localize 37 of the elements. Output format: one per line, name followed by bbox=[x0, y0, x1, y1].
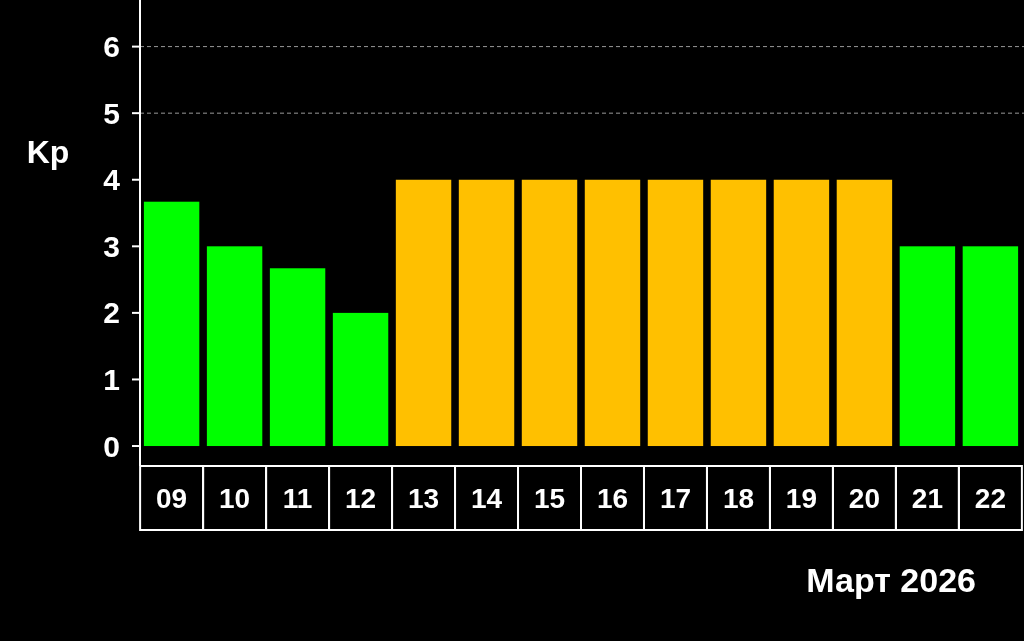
y-tick-label: 3 bbox=[103, 229, 120, 263]
bar bbox=[584, 179, 641, 447]
bar bbox=[332, 312, 389, 447]
x-tick-label: 14 bbox=[470, 482, 503, 514]
x-tick-label: 20 bbox=[848, 482, 881, 514]
y-tick-label: 4 bbox=[103, 163, 121, 197]
bar bbox=[143, 201, 200, 447]
x-tick-label: 11 bbox=[282, 482, 313, 514]
y-axis-title: Kp bbox=[26, 134, 70, 171]
x-tick-label: 10 bbox=[219, 482, 251, 514]
x-tick-label: 21 bbox=[911, 482, 943, 514]
bar bbox=[962, 246, 1019, 447]
bar bbox=[647, 179, 704, 447]
bar bbox=[206, 246, 263, 447]
x-tick-label: 18 bbox=[722, 482, 755, 514]
x-tick-label: 16 bbox=[596, 482, 629, 514]
x-axis-title: Март 2026 bbox=[806, 560, 976, 599]
y-tick-label: 0 bbox=[103, 429, 120, 463]
x-tick-label: 09 bbox=[156, 482, 188, 514]
bar bbox=[710, 179, 767, 447]
bar bbox=[395, 179, 452, 447]
x-tick-label: 19 bbox=[785, 482, 818, 514]
y-tick-label: 6 bbox=[103, 30, 120, 64]
x-tick-label: 15 bbox=[533, 482, 566, 514]
bar bbox=[269, 268, 326, 447]
x-tick-label: 12 bbox=[344, 482, 377, 514]
y-tick-label: 5 bbox=[103, 96, 120, 130]
x-tick-label: 17 bbox=[659, 482, 692, 514]
bar bbox=[773, 179, 830, 447]
y-tick-label: 2 bbox=[103, 296, 120, 330]
bar bbox=[836, 179, 893, 447]
x-tick-label: 22 bbox=[974, 482, 1006, 514]
bar bbox=[521, 179, 578, 447]
bar bbox=[458, 179, 515, 447]
x-tick-label: 13 bbox=[407, 482, 440, 514]
y-tick-label: 1 bbox=[103, 362, 120, 396]
bar bbox=[899, 246, 956, 447]
